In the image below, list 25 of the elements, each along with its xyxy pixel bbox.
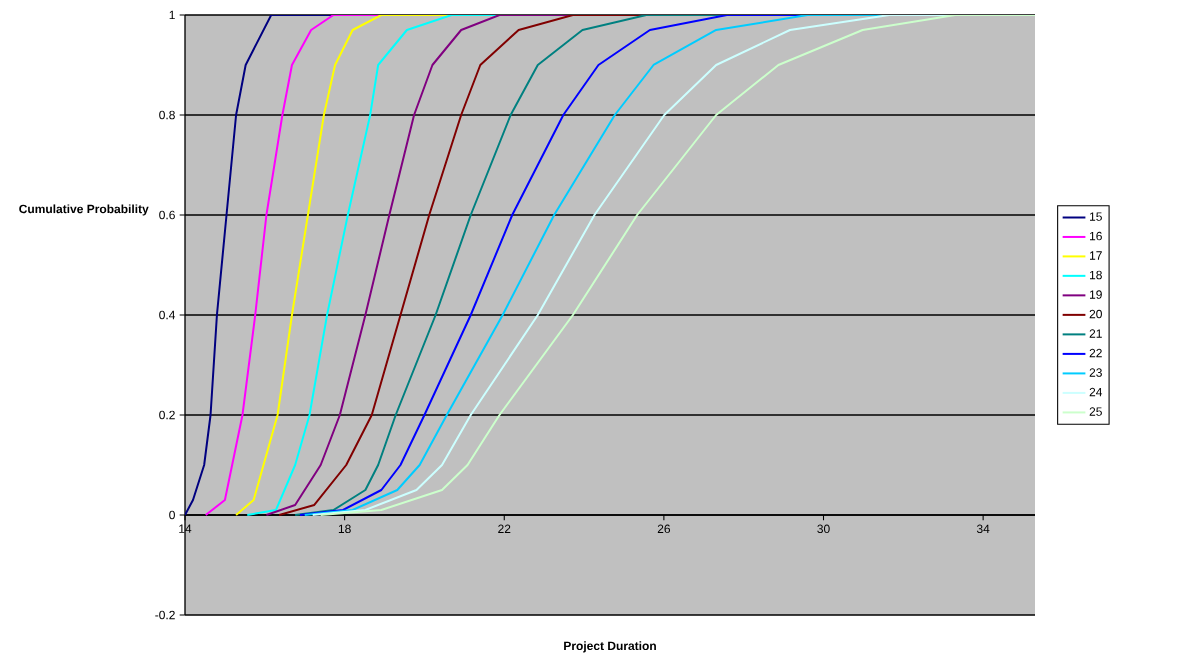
legend-label: 24 bbox=[1089, 387, 1103, 397]
legend-label: 15 bbox=[1089, 212, 1102, 221]
legend-label: 22 bbox=[1089, 348, 1102, 358]
legend-label: 20 bbox=[1089, 309, 1102, 319]
x-tick-label: 26 bbox=[657, 524, 671, 534]
y-tick-label: 1 bbox=[169, 10, 175, 20]
legend-label: 25 bbox=[1089, 407, 1102, 416]
legend-label: 23 bbox=[1089, 368, 1102, 377]
legend-label: 21 bbox=[1089, 329, 1102, 338]
y-tick-label: 0.4 bbox=[159, 310, 176, 320]
y-tick-label: 0.2 bbox=[159, 410, 175, 420]
y-tick-label: 0.6 bbox=[159, 210, 175, 220]
x-tick-label: 34 bbox=[976, 524, 990, 534]
legend-label: 17 bbox=[1089, 251, 1102, 260]
legend-label: 19 bbox=[1089, 290, 1102, 299]
x-tick-label: 22 bbox=[498, 524, 511, 533]
y-tick-label: 0.8 bbox=[159, 110, 175, 120]
x-tick-label: 30 bbox=[817, 524, 830, 534]
legend-label: 18 bbox=[1089, 270, 1102, 280]
y-axis-title: Cumulative Probability bbox=[19, 204, 149, 216]
y-tick-label: -0.2 bbox=[155, 610, 175, 620]
legend-label: 16 bbox=[1089, 231, 1102, 241]
x-axis-title: Project Duration bbox=[564, 641, 656, 653]
x-tick-label: 18 bbox=[338, 524, 351, 534]
y-tick-label: 0 bbox=[169, 510, 175, 520]
